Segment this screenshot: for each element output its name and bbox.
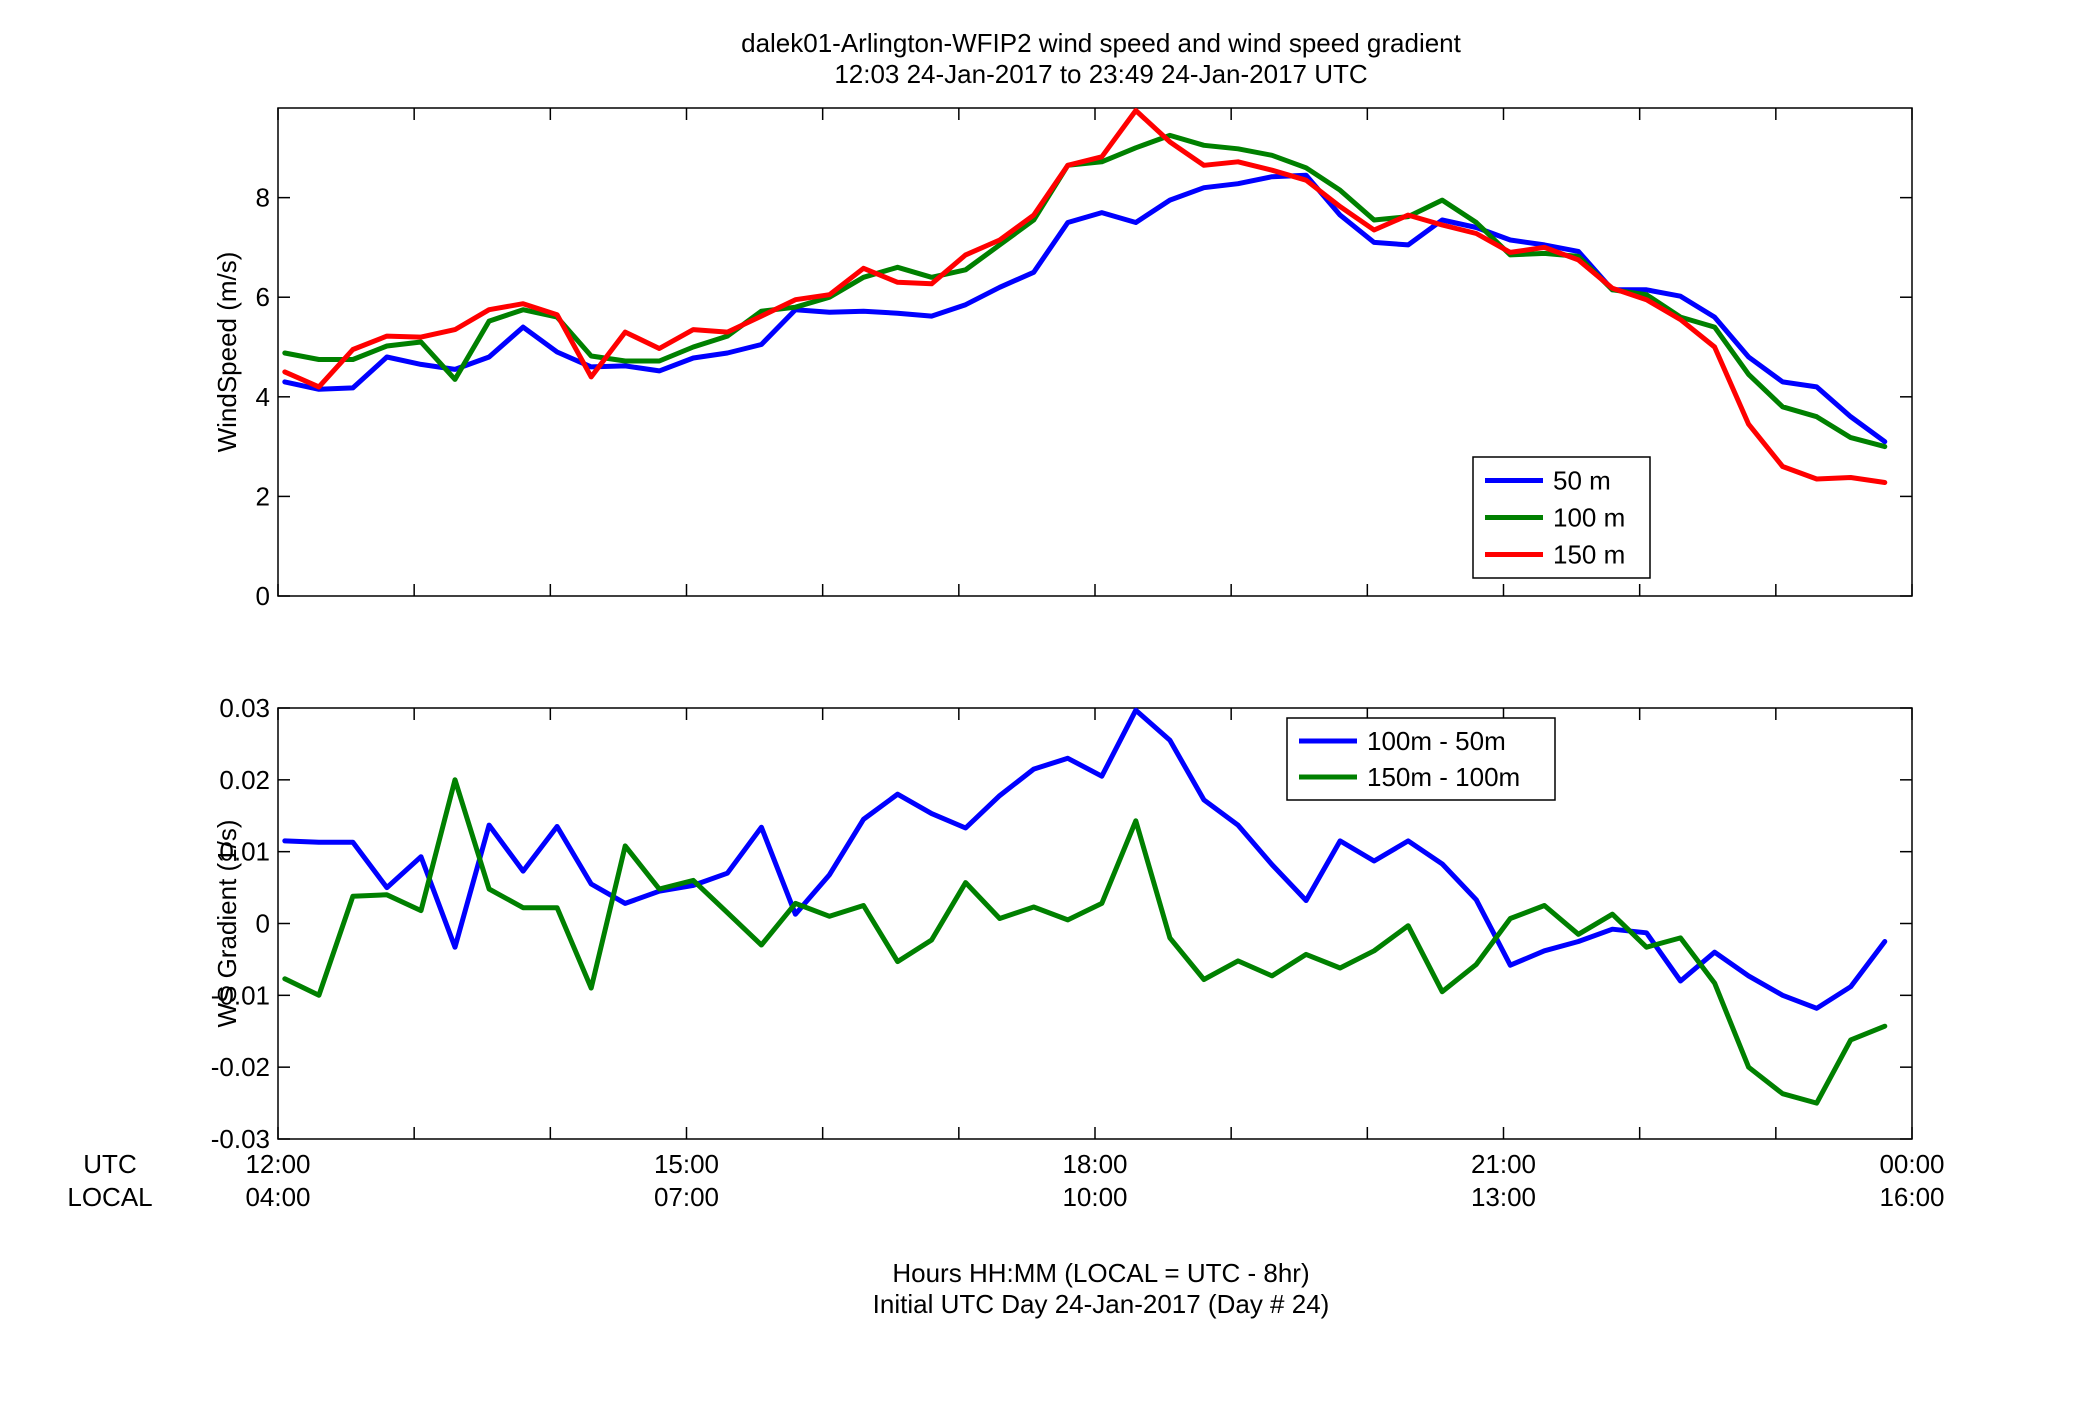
- legend-entry: 100m - 50m: [1367, 726, 1506, 756]
- y-tick-label: 0.01: [219, 837, 270, 867]
- y-tick-label: -0.03: [211, 1124, 270, 1154]
- legend-entry: 150m - 100m: [1367, 762, 1520, 792]
- figure-title-line2: 12:03 24-Jan-2017 to 23:49 24-Jan-2017 U…: [834, 59, 1367, 89]
- y-tick-label: 2: [256, 481, 270, 511]
- local-tick-label: 10:00: [1062, 1182, 1127, 1212]
- x-axis-label-line2: Initial UTC Day 24-Jan-2017 (Day # 24): [873, 1289, 1330, 1319]
- x-axis-label-line1: Hours HH:MM (LOCAL = UTC - 8hr): [892, 1258, 1309, 1288]
- y-tick-label: 8: [256, 183, 270, 213]
- utc-tick-label: 18:00: [1062, 1149, 1127, 1179]
- utc-tick-label: 12:00: [245, 1149, 310, 1179]
- y-tick-label: 0: [256, 909, 270, 939]
- legend-entry: 150 m: [1553, 540, 1625, 570]
- utc-row-label: UTC: [83, 1149, 136, 1179]
- legend-entry: 100 m: [1553, 503, 1625, 533]
- y-tick-label: 0: [256, 581, 270, 611]
- y-tick-label: 0.02: [219, 765, 270, 795]
- local-row-label: LOCAL: [67, 1182, 152, 1212]
- y-tick-label: 6: [256, 282, 270, 312]
- utc-tick-label: 15:00: [654, 1149, 719, 1179]
- y-tick-label: 0.03: [219, 693, 270, 723]
- y-tick-label: -0.01: [211, 980, 270, 1010]
- figure-title-line1: dalek01-Arlington-WFIP2 wind speed and w…: [741, 28, 1462, 58]
- series-line-100m-50m: [282, 707, 1888, 1011]
- legend: 100m - 50m 150m - 100m: [1286, 717, 1556, 801]
- legend-box: [1286, 717, 1556, 801]
- y-tick-label: -0.02: [211, 1052, 270, 1082]
- utc-tick-label: 00:00: [1879, 1149, 1944, 1179]
- windspeed-panel: 0 2 4 6 8 WindSpeed (m/s) 50 m 100 m 150 m: [212, 107, 1913, 611]
- gradient-panel: -0.03 -0.02 -0.01 0 0.01 0.02 0.03 WS Gradient …: [211, 693, 1913, 1154]
- local-tick-label: 16:00: [1879, 1182, 1944, 1212]
- local-tick-label: 04:00: [245, 1182, 310, 1212]
- legend-entry: 50 m: [1553, 466, 1611, 496]
- series-line-150-m: [282, 108, 1888, 485]
- legend: 50 m 100 m 150 m: [1472, 456, 1651, 579]
- plot-frame: [277, 107, 1913, 597]
- series-line-150m-100m: [282, 777, 1888, 1106]
- y-axis-label: WindSpeed (m/s): [212, 252, 242, 453]
- local-tick-label: 07:00: [654, 1182, 719, 1212]
- y-axis-label: WS Gradient (1/s): [212, 819, 242, 1027]
- local-tick-label: 13:00: [1471, 1182, 1536, 1212]
- y-tick-label: 4: [256, 382, 270, 412]
- utc-tick-label: 21:00: [1471, 1149, 1536, 1179]
